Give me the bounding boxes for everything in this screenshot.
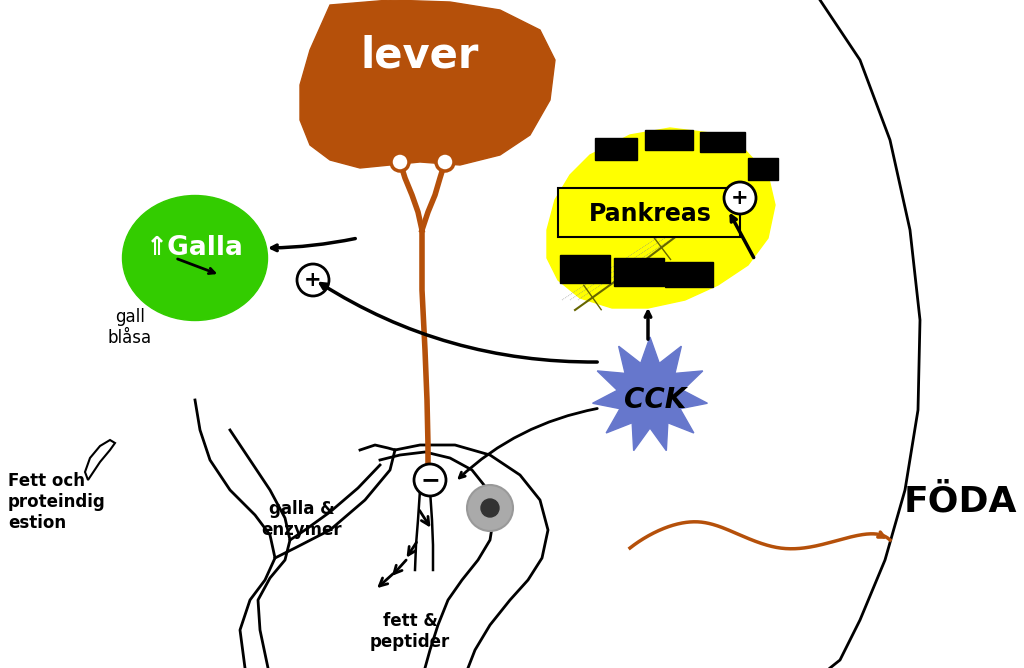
Text: FÖDA: FÖDA [903,485,1017,519]
Circle shape [391,153,409,171]
Text: Fett och
proteindig
estion: Fett och proteindig estion [8,472,105,532]
Text: +: + [304,270,322,290]
Text: ⇑Galla: ⇑Galla [146,235,244,261]
FancyBboxPatch shape [558,188,740,237]
Circle shape [724,182,756,214]
Polygon shape [665,262,713,287]
Text: CCK: CCK [624,386,686,414]
Text: gall
blåsa: gall blåsa [108,308,152,347]
Polygon shape [300,0,555,168]
Polygon shape [595,138,637,160]
Polygon shape [700,132,745,152]
Text: +: + [731,188,749,208]
Circle shape [297,264,329,296]
Polygon shape [748,158,778,180]
Circle shape [481,499,499,517]
Circle shape [414,464,446,496]
Text: lever: lever [360,34,479,76]
Polygon shape [593,337,708,451]
Circle shape [467,485,513,531]
Polygon shape [85,440,115,480]
Polygon shape [614,258,664,286]
Text: Pankreas: Pankreas [589,202,712,226]
Text: −: − [420,468,440,492]
Polygon shape [547,128,775,308]
Text: galla &
enzymer: galla & enzymer [262,500,342,539]
Polygon shape [645,130,693,150]
Polygon shape [560,255,610,283]
Text: fett &
peptider: fett & peptider [370,612,451,651]
Circle shape [436,153,454,171]
Ellipse shape [123,196,267,321]
